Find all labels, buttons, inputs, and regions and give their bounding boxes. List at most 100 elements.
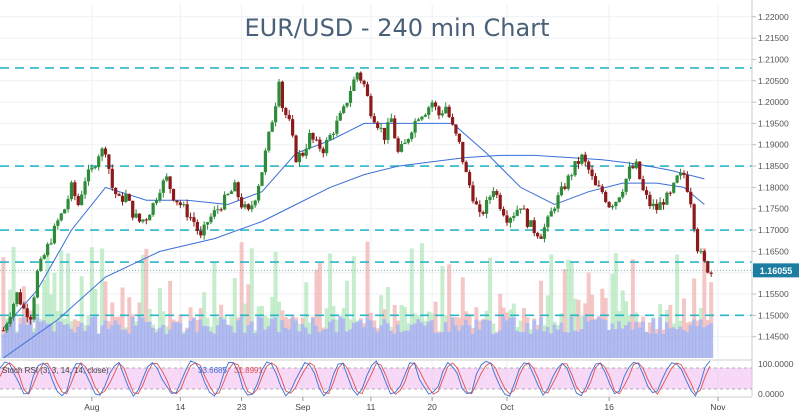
- candle-body: [161, 180, 165, 193]
- volume-bar: [607, 329, 612, 358]
- candle-body: [100, 148, 104, 157]
- volume-bar: [675, 329, 680, 358]
- osc-value-k: 33.6685: [198, 366, 227, 375]
- candle-body: [427, 107, 431, 115]
- candle-body: [301, 152, 305, 156]
- candle-body: [519, 208, 523, 210]
- volume-bar: [59, 321, 64, 358]
- volume-bar: [212, 333, 217, 358]
- candle-body: [18, 292, 23, 305]
- price-tick-label: 1.22000: [758, 12, 789, 22]
- candle-body: [8, 316, 12, 325]
- volume-bar: [522, 332, 527, 358]
- volume-bar: [137, 316, 142, 358]
- price-tick-label: 1.15000: [758, 310, 789, 320]
- candle-body: [631, 166, 635, 169]
- volume-bar: [300, 324, 305, 358]
- volume-bar: [627, 315, 632, 322]
- volume-bar: [32, 332, 37, 358]
- volume-bar: [501, 316, 506, 358]
- candle-body: [212, 210, 216, 217]
- candle-body: [202, 224, 206, 236]
- volume-bar: [304, 282, 309, 328]
- volume-bar: [232, 278, 237, 333]
- volume-bar: [474, 319, 479, 358]
- volume-bar: [617, 321, 622, 358]
- candle-body: [471, 185, 475, 202]
- volume-bar: [113, 320, 118, 358]
- price-tick-label: 1.18000: [758, 182, 789, 192]
- candle-body: [607, 201, 611, 208]
- volume-bar: [698, 307, 703, 320]
- candle-body: [399, 144, 404, 152]
- volume-bar: [35, 303, 40, 318]
- price-tick-label: 1.17500: [758, 204, 789, 214]
- volume-bar: [215, 325, 220, 358]
- volume-bar: [358, 318, 363, 321]
- volume-bar: [457, 330, 462, 358]
- volume-bar: [52, 331, 57, 358]
- volume-bar: [705, 320, 710, 326]
- candle-body: [188, 217, 193, 219]
- candle-body: [97, 156, 101, 168]
- volume-bar: [72, 319, 77, 333]
- time-tick-label: 16: [604, 402, 614, 412]
- candle-body: [270, 122, 274, 132]
- volume-bar: [161, 311, 166, 325]
- volume-bar: [695, 326, 700, 358]
- volume-bar: [396, 324, 401, 358]
- volume-bar: [242, 303, 247, 333]
- candle-body: [624, 178, 628, 192]
- volume-bar: [702, 248, 707, 328]
- volume-bar: [225, 324, 230, 358]
- volume-bar: [368, 312, 373, 321]
- volume-bar: [481, 318, 486, 321]
- volume-bar: [263, 329, 268, 358]
- volume-bar: [562, 331, 567, 358]
- price-tick-label: 1.18500: [758, 161, 789, 171]
- volume-bar: [416, 319, 421, 358]
- volume-bar: [249, 321, 254, 358]
- candle-body: [233, 182, 237, 192]
- volume-bar: [239, 242, 244, 317]
- time-tick-label: Oct: [500, 402, 514, 412]
- volume-bar: [164, 333, 169, 358]
- candle-body: [348, 90, 353, 103]
- volume-bar: [32, 328, 37, 333]
- volume-bar: [297, 331, 302, 358]
- volume-bar: [69, 321, 74, 329]
- volume-bar: [688, 324, 693, 358]
- volume-bar: [123, 327, 128, 330]
- candle-body: [702, 251, 706, 262]
- volume-bar: [470, 333, 475, 358]
- volume-bar: [668, 304, 673, 329]
- volume-bar: [671, 323, 676, 328]
- candle-body: [416, 119, 421, 121]
- osc-value-d: 31.8991: [234, 366, 263, 375]
- volume-bar: [256, 316, 261, 358]
- candle-body: [69, 182, 74, 200]
- candle-body: [362, 80, 366, 85]
- volume-bar: [212, 261, 217, 334]
- volume-bar: [440, 332, 445, 358]
- volume-bar: [477, 329, 482, 358]
- candle-body: [195, 221, 199, 231]
- candle-body: [148, 214, 152, 221]
- volume-bar: [505, 312, 510, 321]
- volume-bar: [590, 319, 595, 358]
- volume-bar: [372, 327, 377, 358]
- candle-body: [593, 176, 598, 186]
- volume-bar: [399, 332, 404, 358]
- candle-body: [420, 116, 424, 120]
- volume-bar: [508, 309, 513, 318]
- volume-bar: [345, 331, 350, 358]
- volume-bar: [144, 248, 149, 322]
- candle-body: [165, 176, 169, 181]
- candle-body: [29, 317, 33, 320]
- volume-bar: [402, 330, 407, 358]
- candle-body: [393, 118, 397, 139]
- volume-bar: [239, 316, 244, 358]
- volume-bar: [681, 329, 686, 358]
- volume-bar: [368, 320, 373, 358]
- volume-bar: [375, 328, 380, 332]
